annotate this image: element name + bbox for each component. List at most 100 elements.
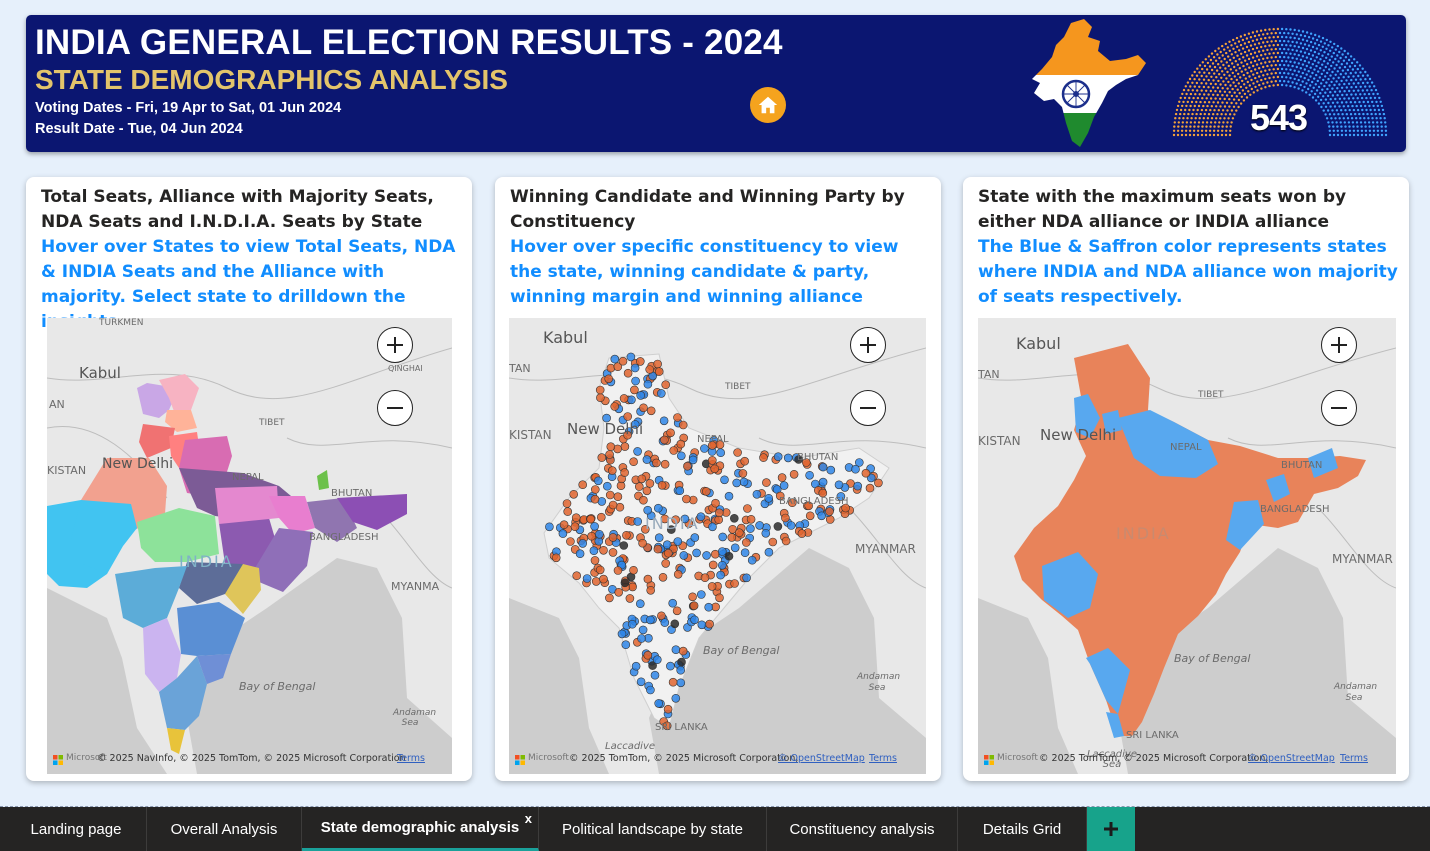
- constituency-dot[interactable]: [654, 367, 664, 376]
- constituency-dot[interactable]: [668, 677, 678, 687]
- constituency-dot[interactable]: [575, 549, 585, 558]
- constituency-dot[interactable]: [566, 537, 575, 546]
- constituency-dot[interactable]: [563, 507, 573, 516]
- constituency-dot[interactable]: [764, 494, 774, 503]
- constituency-dot[interactable]: [608, 500, 618, 510]
- terms-link[interactable]: Terms: [1340, 753, 1368, 764]
- constituency-dot[interactable]: [730, 543, 740, 553]
- constituency-dot[interactable]: [697, 620, 707, 630]
- constituency-dot[interactable]: [595, 565, 605, 575]
- constituency-dot[interactable]: [594, 476, 603, 486]
- constituency-dot[interactable]: [636, 357, 645, 366]
- constituency-dot[interactable]: [690, 615, 699, 625]
- constituency-dot[interactable]: [673, 569, 683, 579]
- constituency-dot[interactable]: [662, 721, 672, 731]
- constituency-dot[interactable]: [641, 525, 650, 534]
- constituency-dot[interactable]: [781, 513, 790, 523]
- constituency-dot[interactable]: [621, 640, 631, 650]
- constituency-dot[interactable]: [692, 548, 701, 558]
- constituency-dot[interactable]: [610, 402, 619, 411]
- constituency-dot[interactable]: [660, 514, 670, 524]
- constituency-dot[interactable]: [597, 453, 607, 462]
- constituency-dot[interactable]: [603, 481, 612, 491]
- zoom-out-button[interactable]: [850, 390, 886, 426]
- constituency-dot[interactable]: [836, 492, 846, 501]
- constituency-dot[interactable]: [668, 598, 677, 608]
- constituency-dot[interactable]: [718, 547, 727, 556]
- constituency-dot[interactable]: [697, 590, 706, 599]
- constituency-dot[interactable]: [735, 528, 744, 537]
- constituency-dot[interactable]: [702, 551, 711, 560]
- constituency-dot[interactable]: [817, 511, 826, 521]
- constituency-dot[interactable]: [636, 677, 646, 687]
- constituency-dot[interactable]: [761, 529, 771, 538]
- constituency-dot[interactable]: [727, 533, 737, 542]
- constituency-dot[interactable]: [578, 539, 587, 548]
- zoom-in-button[interactable]: [850, 327, 886, 363]
- constituency-dot[interactable]: [786, 521, 796, 530]
- constituency-dot[interactable]: [705, 619, 714, 629]
- state-seats-map[interactable]: TURKMEN Kabul AN QINGHAI TIBET KISTAN Ne…: [47, 318, 452, 774]
- constituency-dot[interactable]: [700, 573, 710, 583]
- constituency-dot[interactable]: [596, 393, 605, 402]
- constituency-dot[interactable]: [613, 362, 623, 372]
- constituency-dot[interactable]: [673, 413, 682, 422]
- constituency-dot[interactable]: [620, 578, 630, 588]
- constituency-dot[interactable]: [587, 531, 596, 541]
- constituency-dot[interactable]: [622, 531, 631, 540]
- constituency-dot[interactable]: [671, 693, 681, 703]
- constituency-dot[interactable]: [777, 473, 787, 482]
- constituency-dot[interactable]: [654, 699, 663, 708]
- constituency-dot[interactable]: [602, 413, 611, 423]
- constituency-dot[interactable]: [642, 455, 652, 464]
- constituency-dot[interactable]: [708, 441, 717, 450]
- constituency-dot[interactable]: [652, 458, 661, 468]
- constituency-dot[interactable]: [680, 514, 690, 524]
- constituency-dot[interactable]: [639, 495, 648, 505]
- constituency-dot[interactable]: [630, 363, 640, 373]
- constituency-dot[interactable]: [707, 582, 717, 591]
- constituency-dot[interactable]: [605, 450, 614, 459]
- openstreetmap-link[interactable]: © OpenStreetMap: [1248, 753, 1335, 764]
- constituency-dot[interactable]: [738, 469, 748, 478]
- constituency-dot[interactable]: [636, 599, 645, 609]
- constituency-dot[interactable]: [591, 577, 601, 586]
- constituency-dot[interactable]: [690, 533, 700, 542]
- constituency-dot[interactable]: [627, 395, 636, 405]
- constituency-dot[interactable]: [746, 524, 755, 533]
- constituency-dot[interactable]: [834, 480, 844, 490]
- constituency-dot[interactable]: [559, 520, 569, 529]
- constituency-dot[interactable]: [746, 515, 756, 524]
- constituency-dot[interactable]: [716, 448, 725, 457]
- constituency-dot[interactable]: [743, 504, 752, 513]
- constituency-dot[interactable]: [854, 458, 864, 467]
- constituency-dot[interactable]: [591, 485, 600, 494]
- constituency-dot[interactable]: [724, 551, 734, 561]
- constituency-dot[interactable]: [676, 665, 685, 675]
- constituency-map[interactable]: Kabul TAN TIBET KISTAN New Delhi NEPAL B…: [509, 318, 926, 774]
- constituency-dot[interactable]: [637, 474, 647, 484]
- constituency-dot[interactable]: [643, 650, 653, 660]
- constituency-dot[interactable]: [631, 661, 641, 671]
- constituency-dot[interactable]: [643, 379, 653, 389]
- constituency-dot[interactable]: [589, 546, 599, 555]
- terms-link[interactable]: Terms: [869, 753, 897, 764]
- constituency-dot[interactable]: [708, 522, 717, 532]
- constituency-dot[interactable]: [626, 352, 636, 362]
- constituency-dot[interactable]: [700, 444, 709, 453]
- constituency-dot[interactable]: [551, 553, 561, 563]
- constituency-dot[interactable]: [599, 574, 608, 584]
- constituency-dot[interactable]: [613, 566, 623, 575]
- constituency-dot[interactable]: [628, 619, 637, 629]
- constituency-dot[interactable]: [781, 536, 791, 546]
- constituency-dot[interactable]: [773, 452, 783, 461]
- constituency-dot[interactable]: [604, 374, 613, 384]
- constituency-dot[interactable]: [825, 507, 834, 516]
- constituency-dot[interactable]: [818, 488, 828, 498]
- constituency-dot[interactable]: [779, 481, 789, 490]
- constituency-dot[interactable]: [677, 657, 686, 667]
- constituency-dot[interactable]: [724, 491, 734, 501]
- constituency-dot[interactable]: [683, 461, 692, 471]
- constituency-dot[interactable]: [688, 455, 698, 465]
- constituency-dot[interactable]: [608, 466, 617, 475]
